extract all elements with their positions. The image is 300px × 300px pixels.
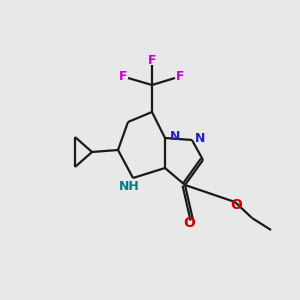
Text: NH: NH bbox=[118, 179, 140, 193]
Text: N: N bbox=[195, 131, 205, 145]
Text: O: O bbox=[230, 198, 242, 212]
Text: F: F bbox=[148, 55, 156, 68]
Text: N: N bbox=[170, 130, 180, 142]
Text: O: O bbox=[183, 216, 195, 230]
Text: F: F bbox=[119, 70, 127, 83]
Text: F: F bbox=[176, 70, 184, 83]
